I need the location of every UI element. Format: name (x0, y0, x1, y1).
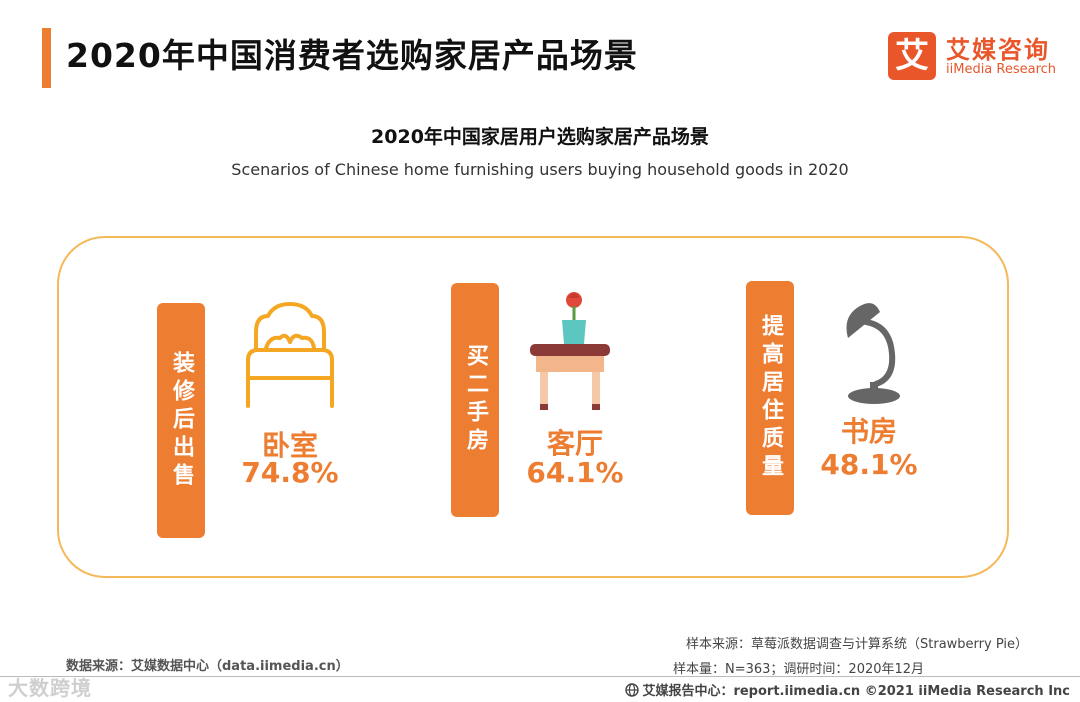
data-source: 数据来源：艾媒数据中心（data.iimedia.cn） (66, 659, 349, 674)
chart-subtitle: Scenarios of Chinese home furnishing use… (231, 160, 849, 179)
side-table-vase-icon (530, 292, 610, 410)
iimedia-logo: 艾 艾媒咨询 iiMedia Research (888, 30, 1068, 86)
page-title: 2020年中国消费者选购家居产品场景 (66, 36, 638, 75)
room-label-2: 客厅 (546, 427, 603, 460)
chart-frame (57, 236, 1009, 578)
footer-report: 艾媒报告中心：report.iimedia.cn ©2021 iiMedia R… (625, 680, 1070, 699)
room-label-3: 书房 (840, 415, 897, 448)
value-label-2: 64.1% (526, 456, 624, 489)
globe-icon (625, 683, 640, 697)
value-label-1: 74.8% (241, 456, 339, 489)
watermark: 大数跨境 (8, 676, 92, 700)
scenario-tag-1: 装修后出售 (157, 303, 205, 538)
footer-divider (0, 676, 1080, 677)
value-label-3: 48.1% (820, 448, 918, 481)
scenario-tag-2: 买二手房 (451, 283, 499, 517)
title-accent-bar (42, 28, 51, 88)
room-label-1: 卧室 (261, 429, 318, 462)
desk-lamp-icon (846, 303, 900, 404)
footer-report-text: 艾媒报告中心：report.iimedia.cn ©2021 iiMedia R… (642, 684, 1070, 699)
bed-icon (246, 302, 334, 408)
scenario-tag-3: 提高居住质量 (746, 281, 794, 515)
chart-title: 2020年中国家居用户选购家居产品场景 (371, 126, 709, 148)
sample-size: 样本量：N=363；调研时间：2020年12月 (673, 662, 925, 677)
logo-chinese-text: 艾媒咨询 (946, 36, 1050, 64)
logo-mark: 艾 (888, 32, 936, 80)
sample-source: 样本来源：草莓派数据调查与计算系统（Strawberry Pie） (686, 637, 1028, 652)
logo-english-text: iiMedia Research (946, 62, 1057, 77)
